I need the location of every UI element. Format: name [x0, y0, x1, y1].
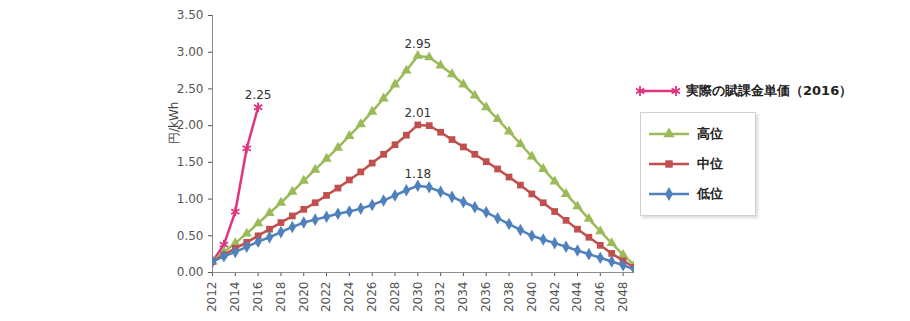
svg-text:2042: 2042	[548, 282, 562, 313]
svg-text:2022: 2022	[319, 282, 333, 313]
svg-text:2030: 2030	[411, 282, 425, 313]
svg-text:2.50: 2.50	[177, 82, 204, 96]
svg-text:2018: 2018	[274, 282, 288, 313]
svg-text:2044: 2044	[570, 282, 584, 313]
svg-text:2046: 2046	[593, 282, 607, 313]
svg-text:2.01: 2.01	[404, 106, 431, 120]
svg-text:2026: 2026	[365, 282, 379, 313]
svg-text:2036: 2036	[479, 282, 493, 313]
svg-text:3.00: 3.00	[177, 45, 204, 59]
svg-text:2.00: 2.00	[176, 118, 204, 133]
html-text:高位: 高位	[697, 126, 723, 141]
svg-text:円/kWh: 円/kWh	[167, 102, 181, 144]
svg-text:0.00: 0.00	[177, 265, 204, 279]
html-text:低位: 低位	[697, 186, 723, 201]
svg-text:2038: 2038	[502, 282, 516, 313]
svg-text:1.18: 1.18	[404, 167, 431, 181]
svg-text:2.95: 2.95	[404, 37, 431, 51]
html-text:実際の賦課金単価（2016）: 実際の賦課金単価（2016）	[686, 83, 853, 98]
svg-text:2040: 2040	[525, 282, 539, 313]
svg-text:0.50: 0.50	[177, 229, 204, 243]
svg-text:2048: 2048	[616, 282, 630, 313]
svg-text:2012: 2012	[205, 282, 219, 313]
svg-text:2034: 2034	[456, 282, 470, 313]
svg-text:3.50: 3.50	[177, 8, 204, 22]
svg-text:2016: 2016	[251, 282, 265, 313]
svg-text:2014: 2014	[228, 282, 242, 313]
svg-text:2020: 2020	[297, 282, 311, 313]
html-text:中位: 中位	[697, 156, 723, 171]
svg-text:1.50: 1.50	[177, 155, 204, 169]
svg-text:2.25: 2.25	[245, 88, 272, 102]
svg-text:2028: 2028	[388, 282, 402, 313]
svg-text:1.00: 1.00	[177, 192, 204, 206]
svg-text:2024: 2024	[342, 282, 356, 313]
svg-text:2032: 2032	[433, 282, 447, 313]
